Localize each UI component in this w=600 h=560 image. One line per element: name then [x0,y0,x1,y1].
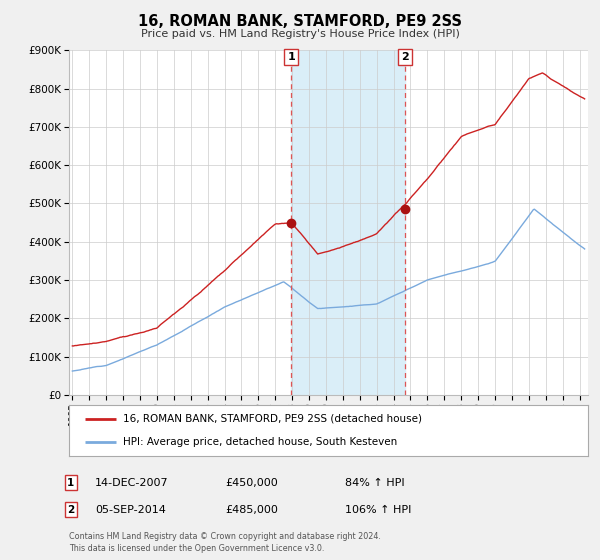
Text: 1: 1 [67,478,74,488]
Text: 2: 2 [401,52,409,62]
Text: 16, ROMAN BANK, STAMFORD, PE9 2SS (detached house): 16, ROMAN BANK, STAMFORD, PE9 2SS (detac… [124,414,422,424]
Text: 106% ↑ HPI: 106% ↑ HPI [345,505,412,515]
Text: 14-DEC-2007: 14-DEC-2007 [95,478,169,488]
Text: Price paid vs. HM Land Registry's House Price Index (HPI): Price paid vs. HM Land Registry's House … [140,29,460,39]
Text: £485,000: £485,000 [225,505,278,515]
Text: 2: 2 [67,505,74,515]
Text: HPI: Average price, detached house, South Kesteven: HPI: Average price, detached house, Sout… [124,437,398,447]
Text: 05-SEP-2014: 05-SEP-2014 [95,505,166,515]
Bar [292,50,405,395]
Text: 84% ↑ HPI: 84% ↑ HPI [345,478,404,488]
Text: 16, ROMAN BANK, STAMFORD, PE9 2SS: 16, ROMAN BANK, STAMFORD, PE9 2SS [138,14,462,29]
Text: Contains HM Land Registry data © Crown copyright and database right 2024.
This d: Contains HM Land Registry data © Crown c… [69,532,381,553]
Text: 1: 1 [287,52,295,62]
Text: £450,000: £450,000 [225,478,278,488]
